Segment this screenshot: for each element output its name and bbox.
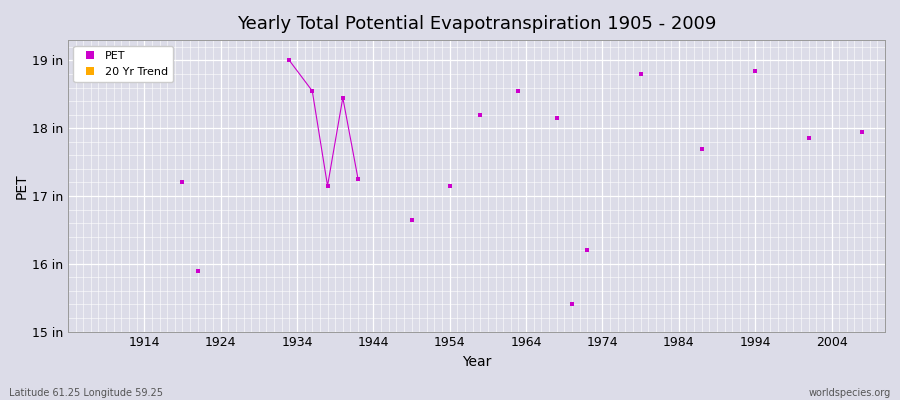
Title: Yearly Total Potential Evapotranspiration 1905 - 2009: Yearly Total Potential Evapotranspiratio… — [237, 15, 716, 33]
X-axis label: Year: Year — [462, 355, 491, 369]
Y-axis label: PET: PET — [15, 173, 29, 199]
Text: worldspecies.org: worldspecies.org — [809, 388, 891, 398]
Text: Latitude 61.25 Longitude 59.25: Latitude 61.25 Longitude 59.25 — [9, 388, 163, 398]
Legend: PET, 20 Yr Trend: PET, 20 Yr Trend — [74, 46, 173, 82]
